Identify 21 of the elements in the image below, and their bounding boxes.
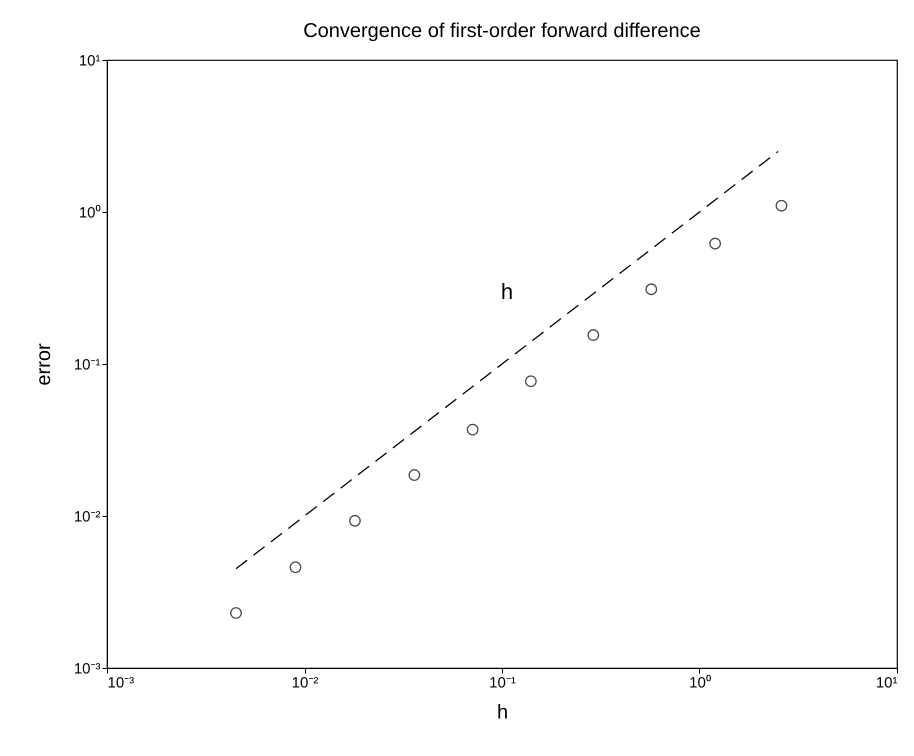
x-tick-label: 10⁻³ — [108, 674, 134, 692]
point — [408, 469, 420, 481]
x-tick-label: 10¹ — [876, 674, 898, 692]
y-tick-label: 10⁻² — [74, 508, 100, 526]
point — [349, 514, 361, 527]
annotation: h — [500, 279, 514, 304]
x-axis-title: h — [496, 702, 508, 724]
point — [587, 329, 600, 341]
y-axis-title: error — [32, 343, 55, 386]
chart-title: Convergence of first-order forward difference — [303, 20, 701, 42]
y-tick-label: 10⁻³ — [74, 660, 100, 678]
y-tick-label: 10¹ — [78, 52, 100, 70]
point — [290, 561, 302, 574]
point — [230, 607, 242, 619]
x-tick-label: 10⁰ — [689, 674, 711, 692]
x-tick-label: 10⁻¹ — [489, 674, 516, 692]
y-tick-label: 10⁻¹ — [74, 356, 100, 374]
y-tick-label: 10⁰ — [78, 204, 100, 222]
point — [466, 424, 479, 436]
point — [645, 283, 658, 296]
x-tick-label: 10⁻² — [292, 674, 318, 692]
